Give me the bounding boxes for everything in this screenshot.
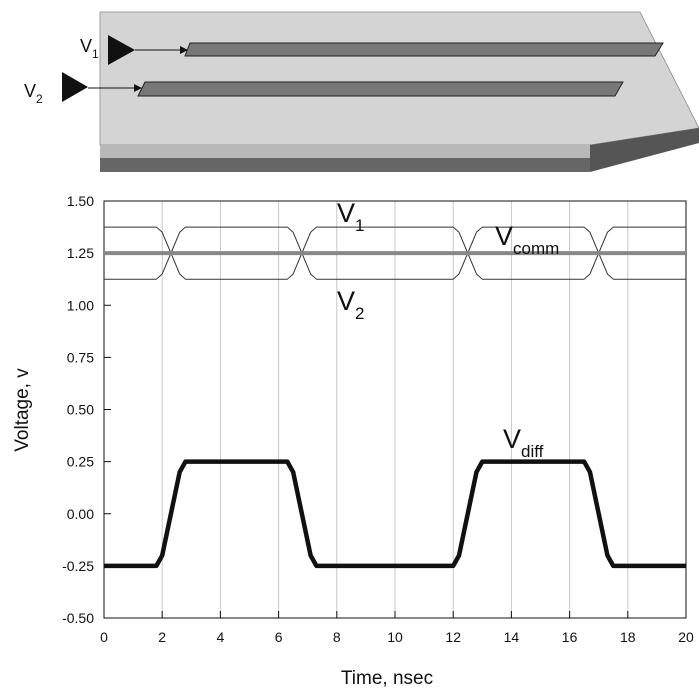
series-label-main: V [337,286,355,316]
x-tick-label: 14 [504,629,520,645]
trace-1 [184,42,664,57]
x-tick-label: 12 [445,629,461,645]
x-tick-label: 8 [333,629,341,645]
y-tick-label: 0.00 [67,506,94,522]
y-tick-label: 1.50 [67,193,94,209]
y-tick-label: 1.25 [67,245,94,261]
board-diagram: V1 V2 [24,11,699,172]
input-label-sub: 1 [92,47,99,61]
series-label-sub: comm [513,239,559,258]
series-line [104,226,686,280]
series-label: Vdiff [503,424,544,461]
x-tick-label: 2 [158,629,166,645]
series-line [104,226,686,280]
input-label: V1 [80,36,99,61]
x-tick-label: 16 [562,629,578,645]
trace-2 [137,81,624,97]
x-tick-label: 18 [620,629,636,645]
arrow-head-1 [180,46,188,54]
board-top [99,11,699,146]
plot-frame [103,200,687,619]
input-label-main: V [24,81,36,101]
board-side [590,128,699,172]
input-label-sub: 2 [36,92,43,106]
y-tick-label: 1.00 [67,297,94,313]
series-label: V2 [337,286,364,323]
y-tick-label: 0.50 [67,402,94,418]
board-ground [100,158,590,172]
x-tick-label: 6 [275,629,283,645]
y-tick-label: -0.25 [62,558,94,574]
x-tick-label: 0 [100,629,108,645]
series-line [104,459,686,569]
x-tick-label: 10 [387,629,403,645]
series-label-sub: 1 [355,216,364,235]
driver-2 [62,72,88,102]
x-axis-label: Time, nsec [341,668,433,689]
input-label: V2 [24,81,43,106]
series-label-main: V [495,221,513,251]
x-tick-label: 20 [678,629,694,645]
series-label: V1 [337,198,364,235]
series-label-main: V [503,424,521,454]
board-front [100,145,590,158]
series-label: Vcomm [495,221,559,258]
driver-1 [108,35,135,65]
y-axis-label: Voltage, v [12,368,33,452]
y-tick-label: 0.75 [67,349,94,365]
series-label-main: V [337,198,355,228]
series-label-sub: diff [521,442,544,461]
x-tick-label: 4 [217,629,225,645]
y-tick-label: -0.50 [62,610,94,626]
input-label-main: V [80,36,92,56]
y-tick-label: 0.25 [67,454,94,470]
arrow-head-2 [134,84,142,92]
series-label-sub: 2 [355,304,364,323]
